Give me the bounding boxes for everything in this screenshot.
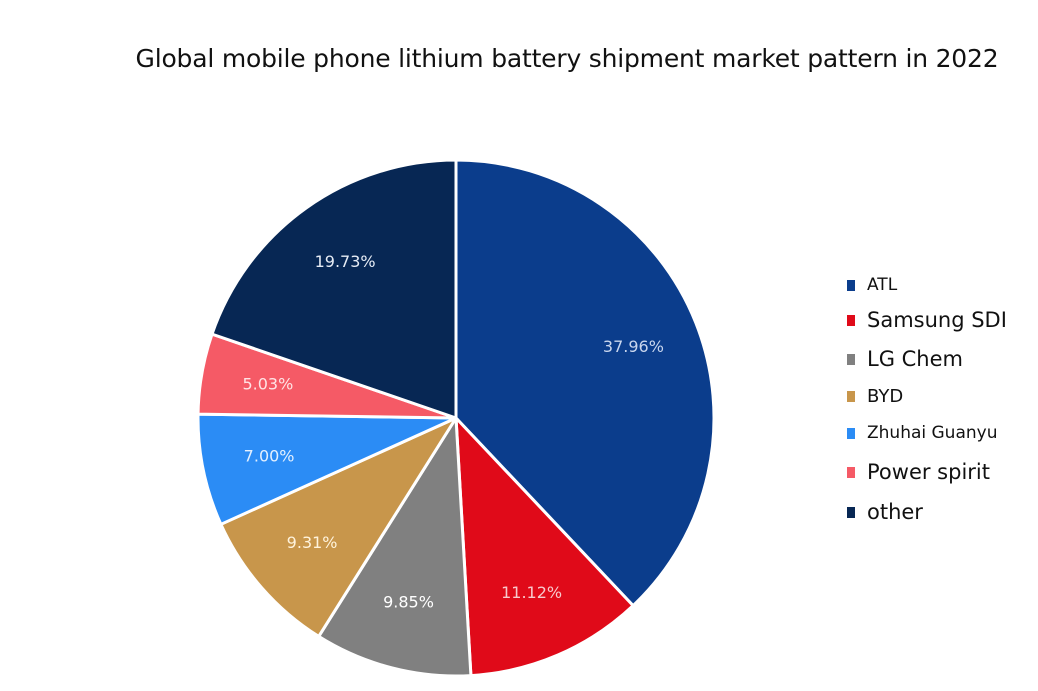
pie-slice-lg-chem [317, 416, 473, 678]
legend-item-lg-chem: LG Chem [847, 340, 1007, 378]
legend-label: Samsung SDI [867, 308, 1007, 332]
legend-label: LG Chem [867, 347, 963, 371]
data-label-power-spirit: 5.03% [242, 375, 293, 394]
legend: ATL Samsung SDI LG Chem BYD Zhuhai Guanyu Pow… [847, 270, 1007, 532]
legend-item-other: other [847, 492, 1007, 532]
data-label-samsung-sdi: 11.12% [501, 583, 562, 602]
legend-swatch [847, 506, 855, 518]
data-label-atl: 37.96% [603, 337, 664, 356]
legend-swatch [847, 466, 855, 478]
chart-title: Global mobile phone lithium battery ship… [135, 44, 999, 73]
legend-label: Power spirit [867, 460, 990, 484]
legend-label: other [867, 500, 923, 524]
pie-slice-zhuhai-guanyu [196, 412, 458, 526]
legend-swatch [847, 427, 855, 439]
legend-item-zhuhai-guanyu: Zhuhai Guanyu [847, 414, 1007, 452]
data-label-byd: 9.31% [287, 533, 338, 552]
legend-item-samsung-sdi: Samsung SDI [847, 300, 1007, 340]
pie-slice-samsung-sdi [454, 416, 635, 678]
pie-slice-labels: 37.96% 11.12% 9.85% 9.31% 7.00% 5.03% 19.73% [242, 252, 663, 611]
legend-item-atl: ATL [847, 270, 1007, 300]
pie-slice-other [210, 158, 458, 420]
data-label-zhuhai-guanyu: 7.00% [244, 446, 295, 465]
pie-slice-atl [454, 158, 716, 608]
legend-item-power-spirit: Power spirit [847, 452, 1007, 492]
legend-label: BYD [867, 385, 904, 407]
legend-label: ATL [867, 275, 898, 295]
data-label-other: 19.73% [315, 252, 376, 271]
pie-slice-byd [219, 416, 458, 638]
legend-label: Zhuhai Guanyu [867, 423, 998, 443]
data-label-lg-chem: 9.85% [383, 592, 434, 611]
legend-swatch [847, 314, 855, 326]
legend-swatch [847, 353, 855, 365]
pie-slices [196, 158, 716, 678]
legend-item-byd: BYD [847, 378, 1007, 414]
legend-swatch [847, 390, 855, 402]
legend-swatch [847, 279, 855, 291]
